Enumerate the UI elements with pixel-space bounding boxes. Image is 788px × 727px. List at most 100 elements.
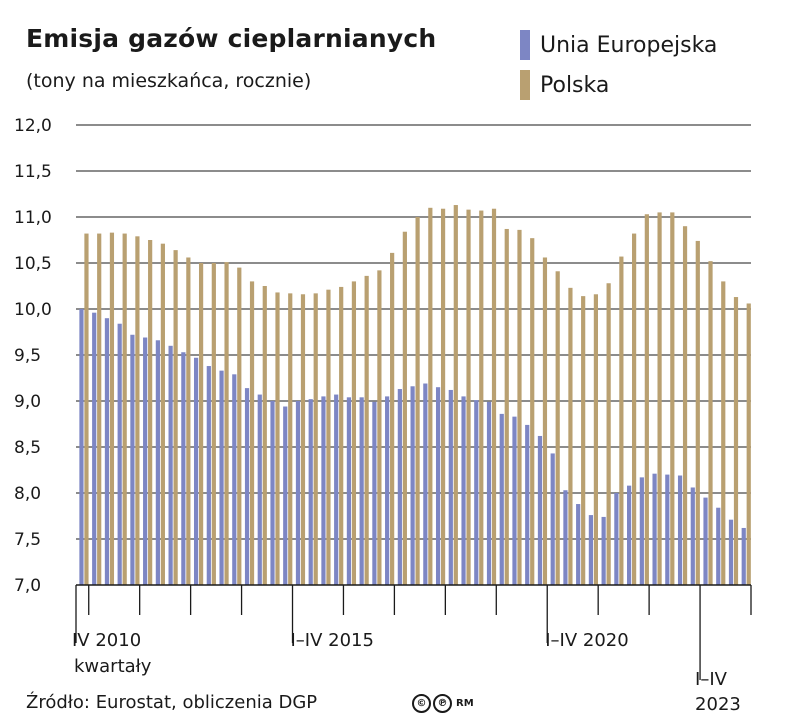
bar-eu bbox=[639, 477, 644, 585]
bar-eu bbox=[525, 424, 530, 585]
bar-eu bbox=[155, 340, 160, 585]
bar-eu bbox=[627, 485, 632, 585]
bar-pl bbox=[390, 252, 395, 585]
bar-pl bbox=[237, 267, 242, 585]
bar-pl bbox=[84, 233, 89, 585]
bar-pl bbox=[377, 270, 382, 585]
bar-pl bbox=[440, 208, 446, 585]
bar-pl bbox=[682, 226, 688, 585]
bar-pl bbox=[428, 207, 433, 586]
bar-pl bbox=[632, 233, 637, 585]
y-tick-label: 12,0 bbox=[14, 116, 52, 136]
bar-pl bbox=[109, 232, 115, 585]
bar-pl bbox=[530, 238, 535, 585]
bar-eu bbox=[92, 312, 97, 585]
legend-swatch-pl bbox=[520, 70, 530, 100]
bar-eu bbox=[232, 374, 237, 585]
bar-pl bbox=[224, 262, 229, 585]
y-tick-label: 11,0 bbox=[14, 208, 52, 228]
bar-pl bbox=[593, 294, 599, 585]
x-axis-title: kwartały bbox=[74, 656, 152, 677]
y-tick-label: 9,5 bbox=[14, 346, 41, 366]
bar-pl bbox=[288, 293, 293, 585]
bar-pl bbox=[415, 217, 420, 585]
bar-eu bbox=[486, 401, 492, 585]
legend-item-pl: Polska bbox=[520, 70, 609, 100]
bar-pl bbox=[262, 286, 267, 585]
bar-eu bbox=[677, 475, 683, 585]
bar-pl bbox=[542, 257, 548, 585]
bar-pl bbox=[708, 261, 713, 585]
bar-pl bbox=[657, 212, 662, 585]
bar-pl bbox=[504, 228, 509, 585]
x-tick-label: I–IV 2020 bbox=[545, 630, 628, 651]
bar-eu bbox=[537, 435, 543, 585]
y-tick-label: 8,5 bbox=[14, 438, 41, 458]
x-tick-label: 2023 bbox=[695, 694, 741, 715]
legend-swatch-eu bbox=[520, 30, 530, 60]
bar-eu bbox=[423, 383, 428, 585]
bar-pl bbox=[313, 293, 318, 585]
y-tick-label: 8,0 bbox=[14, 484, 41, 504]
bar-eu bbox=[499, 413, 504, 585]
legend-label-pl: Polska bbox=[540, 72, 610, 98]
bar-eu bbox=[321, 396, 326, 585]
bar-eu bbox=[385, 396, 390, 585]
bar-pl bbox=[606, 283, 611, 585]
x-tick-label: IV 2010 bbox=[72, 630, 141, 651]
bar-eu bbox=[614, 493, 619, 585]
bar-eu bbox=[79, 309, 84, 585]
bar-eu bbox=[295, 401, 301, 585]
bar-eu bbox=[104, 318, 110, 585]
bar-pl bbox=[351, 281, 357, 585]
bar-pl bbox=[326, 289, 331, 585]
bar-pl bbox=[300, 294, 306, 585]
y-tick-label: 7,5 bbox=[14, 530, 41, 550]
bar-eu bbox=[588, 515, 594, 585]
bar-eu bbox=[665, 474, 670, 585]
bar-pl bbox=[186, 257, 191, 585]
bar-eu bbox=[372, 401, 377, 585]
legend-item-eu: Unia Europejska bbox=[520, 30, 717, 60]
y-tick-label: 10,0 bbox=[14, 300, 52, 320]
bar-pl bbox=[402, 231, 407, 585]
bar-eu bbox=[206, 366, 211, 585]
bar-eu bbox=[576, 504, 581, 585]
bar-pl bbox=[211, 263, 216, 585]
bar-pl bbox=[619, 256, 624, 585]
bar-eu bbox=[448, 389, 453, 585]
bar-eu bbox=[193, 357, 199, 585]
bar-eu bbox=[410, 386, 415, 585]
bar-eu bbox=[130, 334, 135, 585]
bar-pl bbox=[148, 240, 153, 585]
bar-eu bbox=[563, 490, 568, 585]
bar-eu bbox=[334, 394, 339, 585]
y-tick-label: 10,5 bbox=[14, 254, 52, 274]
bar-pl bbox=[173, 250, 178, 585]
rights-mark: RM bbox=[456, 698, 474, 709]
x-tick-label: I–IV 2015 bbox=[291, 630, 374, 651]
bar-eu bbox=[308, 399, 313, 585]
copyright-icon: © bbox=[412, 694, 431, 713]
bar-eu bbox=[728, 519, 734, 585]
bar-eu bbox=[741, 527, 746, 585]
bar-eu bbox=[359, 397, 364, 585]
source-note: Źródło: Eurostat, obliczenia DGP bbox=[26, 692, 318, 713]
bar-eu bbox=[283, 406, 288, 585]
x-tick-label: I–IV bbox=[695, 669, 728, 690]
bar-eu bbox=[512, 416, 517, 585]
legend-label-eu: Unia Europejska bbox=[540, 32, 718, 58]
bar-pl bbox=[249, 281, 255, 585]
bar-eu bbox=[690, 487, 695, 585]
copyright-marks: © ℗ RM bbox=[412, 694, 474, 713]
bar-pl bbox=[453, 205, 458, 586]
bar-eu bbox=[601, 516, 606, 585]
bar-pl bbox=[644, 214, 649, 586]
bar-eu bbox=[257, 394, 262, 585]
chart-subtitle: (tony na mieszkańca, rocznie) bbox=[26, 70, 312, 92]
bar-pl bbox=[695, 240, 700, 586]
bar-pl bbox=[364, 275, 369, 585]
bar-eu bbox=[346, 397, 352, 585]
bar-eu bbox=[181, 352, 186, 585]
